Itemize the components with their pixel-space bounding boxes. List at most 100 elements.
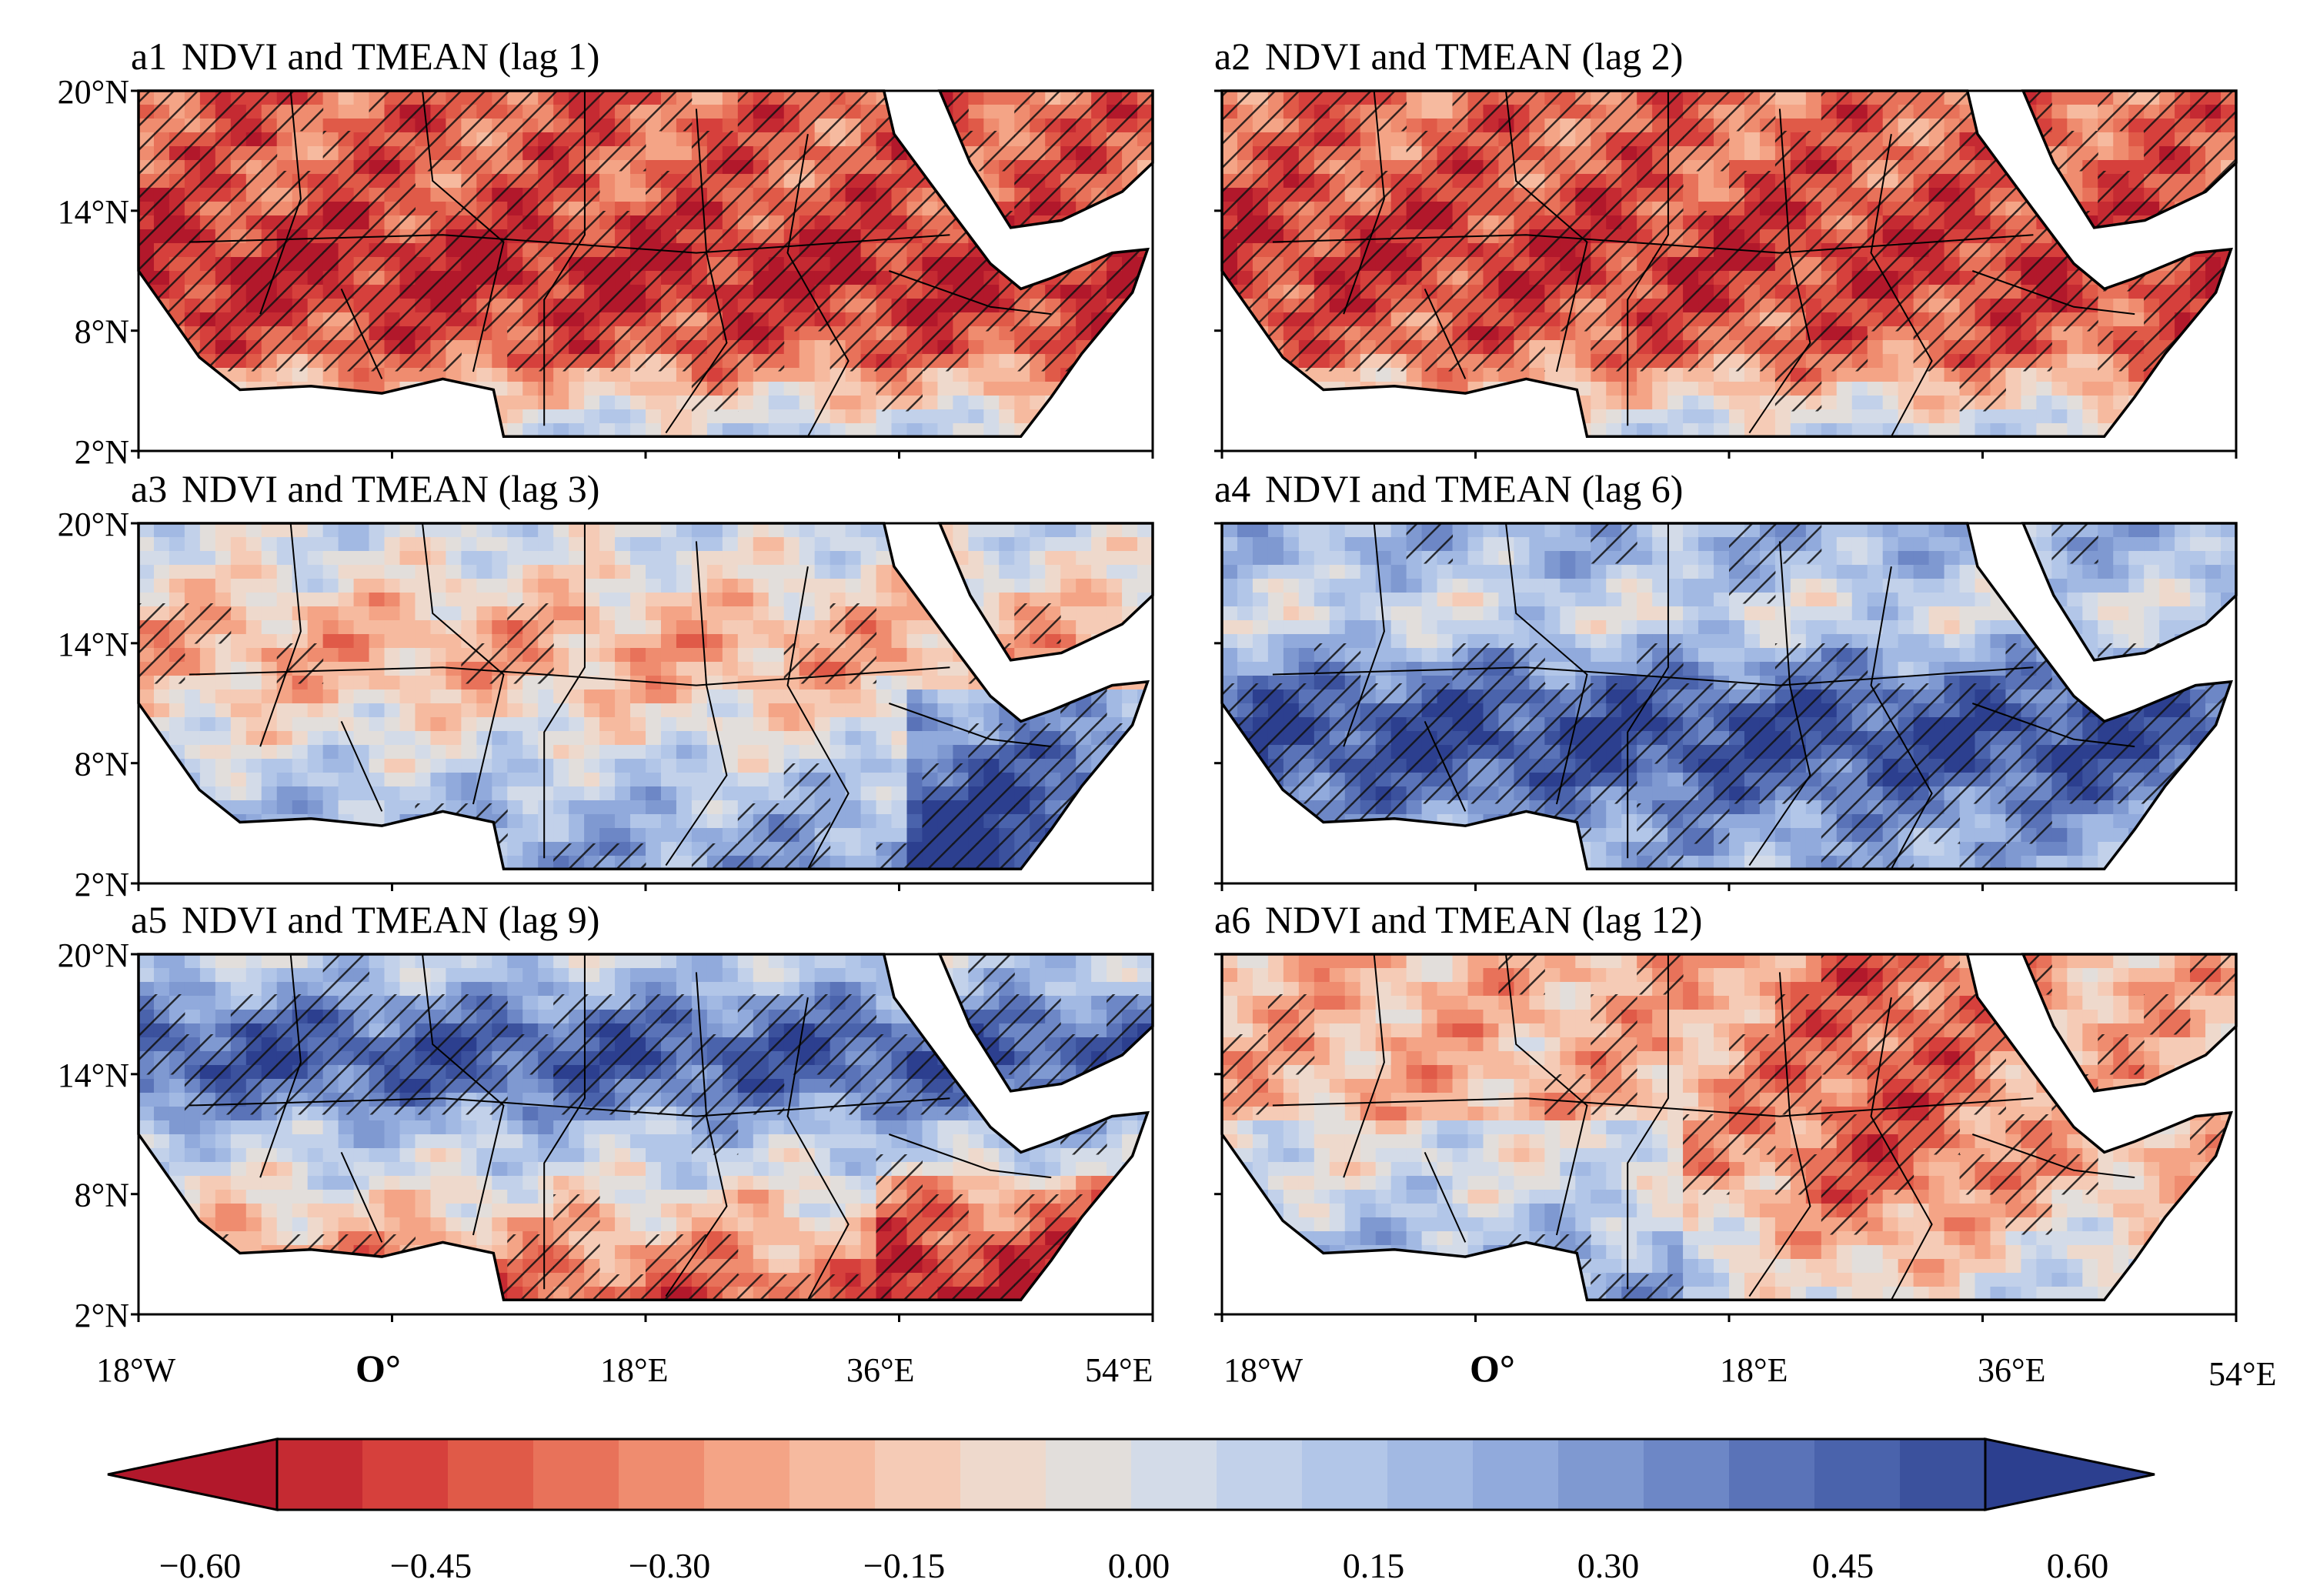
field-cell bbox=[753, 368, 769, 382]
field-cell bbox=[953, 423, 970, 437]
field-cell bbox=[492, 731, 509, 746]
field-cell bbox=[2051, 119, 2068, 133]
field-cell bbox=[722, 423, 739, 437]
field-cell bbox=[446, 523, 462, 538]
field-cell bbox=[876, 423, 893, 437]
field-cell bbox=[261, 565, 278, 579]
field-cell bbox=[1913, 396, 1930, 410]
field-cell bbox=[584, 703, 601, 718]
field-cell bbox=[660, 606, 677, 621]
field-cell bbox=[753, 593, 769, 607]
field-cell bbox=[430, 593, 447, 607]
field-cell bbox=[2082, 174, 2099, 189]
field-cell bbox=[553, 662, 570, 676]
field-cell bbox=[230, 717, 247, 732]
field-cell bbox=[660, 565, 677, 579]
field-cell bbox=[461, 759, 478, 773]
field-cell bbox=[369, 676, 386, 690]
field-cell bbox=[369, 579, 386, 593]
field-cell bbox=[507, 409, 524, 424]
field-cell bbox=[999, 382, 1016, 396]
field-cell bbox=[891, 606, 908, 621]
field-cell bbox=[599, 579, 616, 593]
field-cell bbox=[276, 606, 293, 621]
field-cell bbox=[1107, 606, 1123, 621]
field-cell bbox=[1014, 523, 1031, 538]
field-cell bbox=[599, 409, 616, 424]
field-cell bbox=[415, 634, 432, 649]
field-cell bbox=[922, 717, 939, 732]
field-cell bbox=[830, 382, 846, 396]
field-cell bbox=[999, 593, 1016, 607]
field-cell bbox=[353, 551, 370, 566]
hatch-cell bbox=[1314, 291, 1361, 332]
field-cell bbox=[660, 620, 677, 635]
hatch-cell bbox=[1774, 331, 1822, 372]
field-cell bbox=[615, 606, 632, 621]
hatch-cell bbox=[1729, 251, 1776, 292]
field-cell bbox=[584, 634, 601, 649]
field-cell bbox=[553, 620, 570, 635]
field-cell bbox=[553, 745, 570, 760]
field-cell bbox=[446, 188, 462, 202]
field-cell bbox=[1030, 368, 1047, 382]
hatch-cell bbox=[830, 331, 877, 372]
field-cell bbox=[261, 606, 278, 621]
hatch-cell bbox=[922, 331, 969, 372]
field-cell bbox=[2113, 368, 2130, 382]
field-cell bbox=[1606, 368, 1623, 382]
field-cell bbox=[1498, 368, 1515, 382]
field-cell bbox=[245, 703, 262, 718]
field-cell bbox=[184, 579, 201, 593]
field-cell bbox=[446, 551, 462, 566]
field-cell bbox=[753, 423, 769, 437]
field-cell bbox=[615, 551, 632, 566]
field-cell bbox=[1759, 132, 1776, 147]
field-cell bbox=[399, 717, 416, 732]
field-cell bbox=[768, 551, 785, 566]
field-cell bbox=[322, 717, 339, 732]
field-cell bbox=[584, 523, 601, 538]
field-cell bbox=[245, 565, 262, 579]
field-cell bbox=[906, 620, 923, 635]
hatch-cell bbox=[876, 171, 923, 212]
hatch-cell bbox=[1729, 331, 1776, 372]
field-cell bbox=[676, 703, 693, 718]
country-border bbox=[786, 133, 850, 437]
field-cell bbox=[2021, 368, 2038, 382]
field-cell bbox=[2128, 132, 2145, 147]
field-cell bbox=[2036, 382, 2053, 396]
field-cell bbox=[307, 146, 324, 161]
hatch-cell bbox=[322, 291, 370, 332]
field-cell bbox=[261, 579, 278, 593]
hatch-cell bbox=[2098, 331, 2145, 372]
field-cell bbox=[706, 689, 723, 704]
field-cell bbox=[706, 662, 723, 676]
field-cell bbox=[753, 731, 769, 746]
field-cell bbox=[492, 773, 509, 787]
hatch-cell bbox=[1959, 371, 2006, 412]
field-cell bbox=[446, 606, 462, 621]
field-cell bbox=[276, 703, 293, 718]
field-cell bbox=[1821, 368, 1838, 382]
field-cell bbox=[706, 703, 723, 718]
hatch-cell bbox=[737, 331, 785, 372]
hatch-cell bbox=[322, 211, 370, 252]
field-cell bbox=[553, 606, 570, 621]
field-cell bbox=[615, 703, 632, 718]
hatch-cell bbox=[1452, 171, 1499, 212]
field-cell bbox=[691, 620, 708, 635]
field-cell bbox=[415, 368, 432, 382]
field-cell bbox=[676, 606, 693, 621]
field-cell bbox=[676, 717, 693, 732]
field-cell bbox=[2051, 409, 2068, 424]
field-cell bbox=[1045, 368, 1062, 382]
field-cell bbox=[660, 731, 677, 746]
field-cell bbox=[891, 409, 908, 424]
field-cell bbox=[599, 396, 616, 410]
field-cell bbox=[230, 773, 247, 787]
field-cell bbox=[1774, 105, 1791, 119]
field-cell bbox=[584, 423, 601, 437]
hatch-cell bbox=[876, 371, 923, 412]
field-cell bbox=[245, 368, 262, 382]
